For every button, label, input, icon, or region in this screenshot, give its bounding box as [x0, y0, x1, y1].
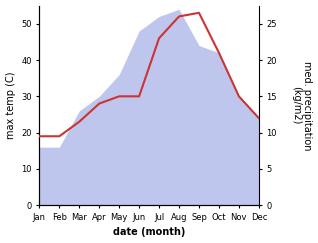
X-axis label: date (month): date (month)	[113, 227, 185, 237]
Y-axis label: max temp (C): max temp (C)	[5, 72, 16, 139]
Y-axis label: med. precipitation
(kg/m2): med. precipitation (kg/m2)	[291, 61, 313, 150]
